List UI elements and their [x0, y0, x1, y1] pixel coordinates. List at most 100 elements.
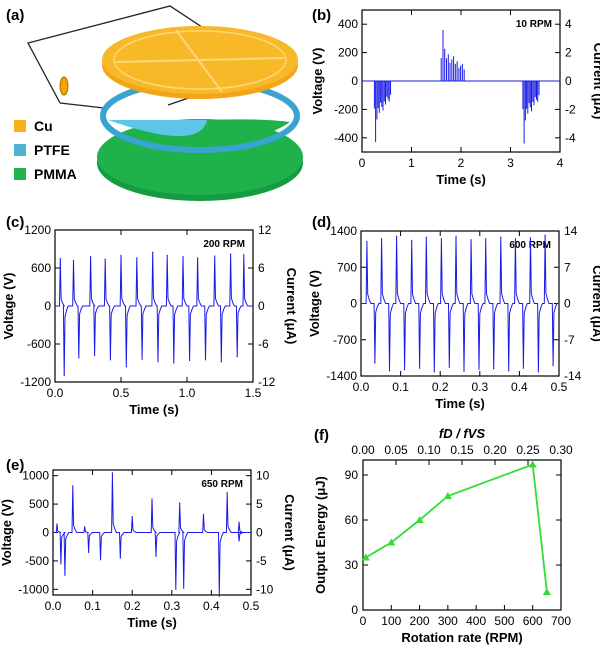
peak-point	[433, 371, 435, 373]
x-tick-label: 0.3	[163, 599, 180, 613]
y-tick-label: 1200	[24, 223, 51, 237]
legend-pmma: PMMA	[34, 166, 77, 182]
peak-point	[60, 563, 62, 565]
x-tick-label: 700	[551, 614, 571, 628]
x-tick-label: 1	[408, 156, 415, 170]
peak-point	[238, 521, 240, 523]
chart-c: 0.0 0.5 1.0 1.5 1200 600 0 -600 -1200 12 6 0 -6 -12 Cu…	[1, 223, 299, 417]
x-tick-label: 0.0	[353, 380, 370, 394]
peak-point	[182, 256, 184, 258]
y2-axis-label: Current (μA)	[284, 268, 299, 345]
y-tick-label: -400	[334, 131, 358, 145]
peak-point	[236, 356, 238, 358]
y2-tick-label: 6	[258, 261, 265, 275]
y-tick-label: -600	[27, 337, 51, 351]
peak-point	[151, 498, 153, 500]
y2-tick-label: -12	[258, 375, 276, 389]
peak-point	[183, 587, 185, 589]
peak-point	[529, 237, 532, 239]
peak-point	[59, 257, 61, 260]
energy-line	[365, 463, 548, 593]
x-tick-label: 0.1	[84, 599, 101, 613]
voltage-trace	[53, 472, 251, 597]
y-tick-label: 60	[345, 513, 359, 527]
peak-point	[157, 361, 159, 363]
peak-point	[125, 366, 127, 368]
burst-trace	[373, 81, 391, 143]
peak-point	[220, 361, 222, 363]
y2-tick-label: -6	[258, 337, 269, 351]
peak-point	[440, 238, 442, 240]
peak-point	[229, 253, 232, 255]
voltage-trace	[361, 235, 559, 372]
peak-point	[175, 588, 177, 590]
y2-axis-label: Current (μA)	[590, 265, 600, 342]
x-tick-label: 4	[557, 156, 564, 170]
peak-point	[120, 254, 122, 256]
y-tick-label: -1000	[18, 582, 49, 596]
x2-axis-label: fD / fVS	[439, 426, 486, 441]
x-tick-label: 300	[438, 614, 458, 628]
panel-e-letter: (e)	[6, 457, 24, 474]
y2-tick-label: 5	[256, 497, 263, 511]
peak-point	[84, 526, 86, 528]
rpm-annotation: 650 RPM	[201, 479, 243, 490]
y2-tick-label: 12	[258, 223, 272, 237]
peak-point	[63, 375, 65, 377]
peak-point	[64, 574, 66, 576]
x-tick-label: 1.5	[245, 386, 262, 400]
peak-point	[196, 257, 199, 259]
peak-point	[522, 367, 524, 369]
peak-point	[485, 238, 487, 240]
x2-tick-label: 0.30	[549, 443, 573, 457]
x-tick-label: 0.0	[47, 386, 64, 400]
peak-point	[478, 368, 480, 370]
y-tick-label: -1400	[326, 369, 357, 383]
panel-c-letter: (c)	[6, 214, 24, 231]
peak-point	[141, 358, 143, 360]
y-tick-label: 0	[351, 74, 358, 88]
peak-point	[189, 359, 191, 362]
peak-point	[72, 485, 74, 487]
peak-point	[173, 362, 175, 364]
panel-b-letter: (b)	[312, 7, 331, 24]
x-tick-label: 0.5	[243, 599, 260, 613]
peak-point	[152, 251, 154, 253]
peak-point	[78, 357, 80, 359]
y2-tick-label: -4	[565, 131, 576, 145]
peak-point	[214, 255, 216, 257]
y-tick-label: 200	[338, 46, 358, 60]
energy-marker	[443, 492, 452, 499]
x-tick-label: 3	[507, 156, 514, 170]
rpm-annotation: 10 RPM	[516, 19, 552, 30]
y-tick-label: 500	[29, 497, 49, 511]
x2-tick-label: 0.15	[450, 443, 474, 457]
y2-tick-label: 0	[565, 74, 572, 88]
x2-tick-label: 0.00	[351, 443, 375, 457]
peak-point	[109, 359, 112, 361]
x2-tick-label: 0.10	[417, 443, 441, 457]
peak-point	[99, 559, 102, 561]
y-tick-label: 400	[338, 17, 358, 31]
peak-point	[463, 370, 465, 372]
panel-d-letter: (d)	[312, 214, 331, 231]
y-tick-label: 1400	[330, 224, 357, 238]
x-axis-label: Time (s)	[129, 402, 179, 417]
energy-marker	[361, 553, 370, 561]
x-tick-label: 600	[523, 614, 543, 628]
y2-tick-label: 2	[565, 46, 572, 60]
x-tick-label: 500	[494, 614, 514, 628]
peak-point	[155, 555, 157, 557]
x-tick-label: 0.2	[432, 380, 449, 394]
peak-point	[470, 239, 472, 241]
y-tick-label: -200	[334, 102, 358, 116]
legend-cu: Cu	[34, 118, 53, 134]
peak-point	[380, 238, 383, 240]
burst-trace	[440, 29, 465, 81]
rpm-annotation: 200 RPM	[203, 239, 245, 250]
x-tick-label: 1.0	[179, 386, 196, 400]
panel-f-letter: (f)	[314, 427, 329, 444]
peak-point	[544, 234, 546, 236]
